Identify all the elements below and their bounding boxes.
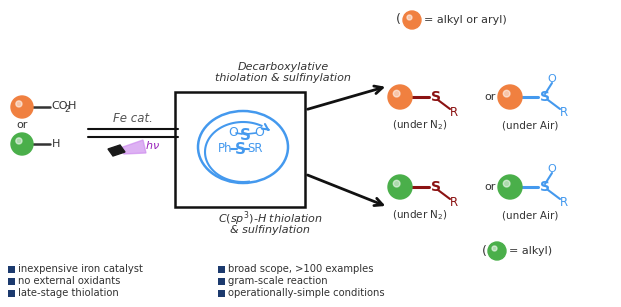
Bar <box>8 278 15 285</box>
Text: Decarboxylative: Decarboxylative <box>237 62 329 72</box>
Text: Ph: Ph <box>218 142 232 156</box>
Circle shape <box>403 11 421 29</box>
Circle shape <box>388 85 412 109</box>
Text: CO: CO <box>51 101 68 111</box>
Text: (: ( <box>481 244 486 258</box>
Text: thiolation & sulfinylation: thiolation & sulfinylation <box>215 73 351 83</box>
Text: H: H <box>68 101 76 111</box>
Circle shape <box>492 246 497 251</box>
Circle shape <box>498 85 522 109</box>
Circle shape <box>11 133 33 155</box>
Text: $h\nu$: $h\nu$ <box>145 139 160 151</box>
Text: = alkyl or aryl): = alkyl or aryl) <box>424 15 507 25</box>
Text: late-stage thiolation: late-stage thiolation <box>18 288 119 298</box>
Circle shape <box>488 242 506 260</box>
Bar <box>218 266 225 273</box>
Text: S: S <box>540 180 550 194</box>
Bar <box>8 266 15 273</box>
Bar <box>218 278 225 285</box>
Text: O: O <box>228 126 238 138</box>
Bar <box>218 290 225 297</box>
Text: Fe cat.: Fe cat. <box>113 112 153 126</box>
Text: R: R <box>450 196 458 209</box>
Text: O: O <box>254 126 264 138</box>
Text: O: O <box>548 164 556 174</box>
Text: or: or <box>484 92 496 102</box>
Text: S: S <box>431 180 441 194</box>
Circle shape <box>498 175 522 199</box>
Text: H: H <box>52 139 60 149</box>
Text: gram-scale reaction: gram-scale reaction <box>228 276 328 286</box>
Bar <box>175 92 305 207</box>
Circle shape <box>16 138 22 144</box>
Text: S: S <box>540 90 550 104</box>
Circle shape <box>393 90 400 97</box>
Circle shape <box>407 15 412 20</box>
Text: 2: 2 <box>64 106 70 115</box>
Text: inexpensive iron catalyst: inexpensive iron catalyst <box>18 264 143 274</box>
Text: R: R <box>560 196 568 209</box>
Text: & sulfinylation: & sulfinylation <box>230 225 310 235</box>
Text: O: O <box>548 74 556 84</box>
Text: R: R <box>560 107 568 119</box>
Circle shape <box>503 180 510 187</box>
Bar <box>8 290 15 297</box>
Text: (under N$_2$): (under N$_2$) <box>392 118 448 132</box>
Text: R: R <box>450 107 458 119</box>
Text: broad scope, >100 examples: broad scope, >100 examples <box>228 264 373 274</box>
Text: operationally-simple conditions: operationally-simple conditions <box>228 288 384 298</box>
Text: no external oxidants: no external oxidants <box>18 276 120 286</box>
Text: (under N$_2$): (under N$_2$) <box>392 208 448 222</box>
Circle shape <box>388 175 412 199</box>
Polygon shape <box>120 140 146 154</box>
Polygon shape <box>108 145 125 156</box>
Text: (under Air): (under Air) <box>502 210 558 220</box>
Text: (: ( <box>396 14 401 26</box>
Text: S: S <box>240 127 250 142</box>
Circle shape <box>393 180 400 187</box>
Circle shape <box>11 96 33 118</box>
Text: = alkyl): = alkyl) <box>509 246 552 256</box>
Text: S: S <box>235 142 245 157</box>
Circle shape <box>503 90 510 97</box>
Text: SR: SR <box>247 142 263 156</box>
Text: (under Air): (under Air) <box>502 120 558 130</box>
Circle shape <box>16 101 22 107</box>
Text: or: or <box>16 120 28 130</box>
Text: or: or <box>484 182 496 192</box>
Text: $C(sp^3)$-$H$ thiolation: $C(sp^3)$-$H$ thiolation <box>217 210 322 228</box>
Text: S: S <box>431 90 441 104</box>
